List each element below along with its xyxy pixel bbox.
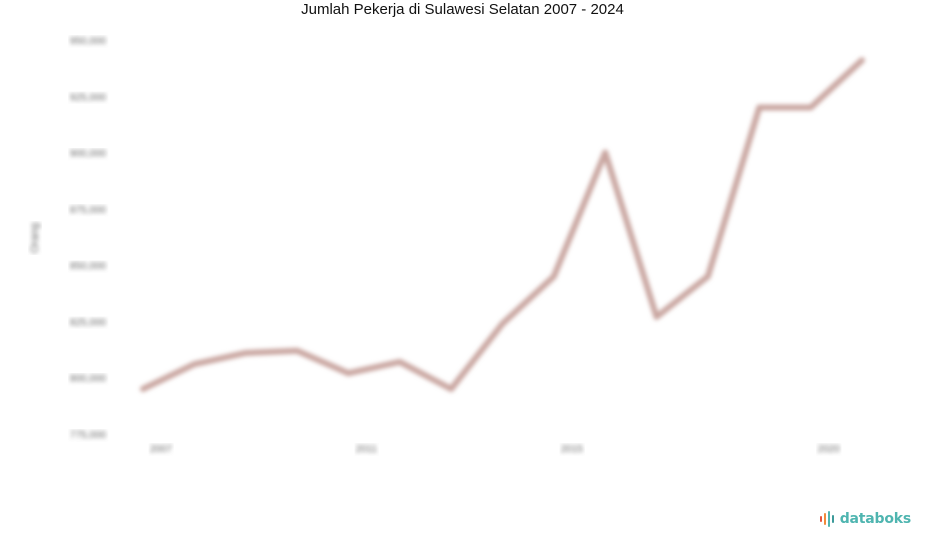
y-axis-label: Orang (29, 223, 41, 254)
chart-title: Jumlah Pekerja di Sulawesi Selatan 2007 … (301, 1, 624, 18)
x-tick-label: 2015 (561, 444, 584, 455)
series-lines (140, 57, 865, 392)
y-tick-label: 800,000 (70, 374, 107, 385)
y-tick-label: 875,000 (70, 205, 107, 216)
y-tick-label: 775,000 (70, 430, 107, 441)
bars-logo-icon (819, 511, 834, 527)
y-tick-label: 950,000 (70, 36, 107, 47)
y-tick-label: 925,000 (70, 92, 107, 103)
y-tick-label: 850,000 (70, 261, 107, 272)
series-line (140, 57, 865, 392)
y-axis-ticks: 775,000 800,000 825,000 850,000 875,000 900,0… (70, 36, 107, 441)
databoks-logo: databoks (819, 510, 911, 528)
x-tick-label: 2011 (356, 444, 378, 455)
y-tick-label: 825,000 (70, 317, 107, 328)
y-tick-label: 900,000 (70, 149, 107, 160)
x-tick-label: 2007 (150, 444, 173, 455)
brand-name: databoks (839, 511, 911, 527)
x-tick-label: 2020 (818, 444, 841, 455)
gridlines (118, 39, 888, 435)
x-axis-ticks: 2007 2011 2015 2020 (150, 444, 840, 455)
